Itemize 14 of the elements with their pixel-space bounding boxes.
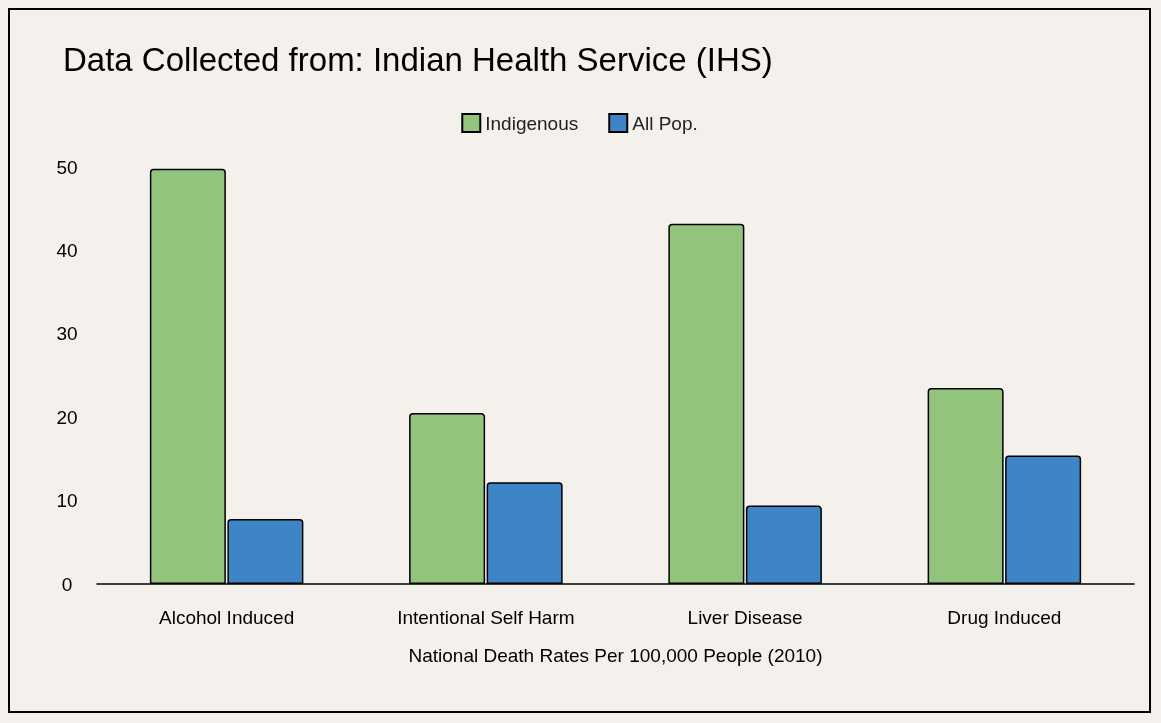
x-axis-title: National Death Rates Per 100,000 People (2010) [408, 645, 823, 666]
legend-label: Indigenous [485, 112, 579, 134]
chart-title: Data Collected from: Indian Health Service (IHS) [63, 41, 773, 78]
y-tick-label: 30 [56, 323, 78, 345]
y-tick-label: 0 [61, 573, 73, 595]
y-tick-label: 10 [56, 490, 78, 512]
x-tick-label: Alcohol Induced [159, 607, 295, 628]
y-tick-label: 40 [56, 239, 78, 261]
x-tick-label: Liver Disease [687, 607, 803, 628]
y-tick-label: 50 [56, 156, 78, 178]
legend-label: All Pop. [632, 112, 698, 134]
x-tick-label: Intentional Self Harm [397, 607, 575, 628]
y-tick-label: 20 [56, 406, 78, 428]
x-tick-label: Drug Induced [947, 607, 1062, 628]
